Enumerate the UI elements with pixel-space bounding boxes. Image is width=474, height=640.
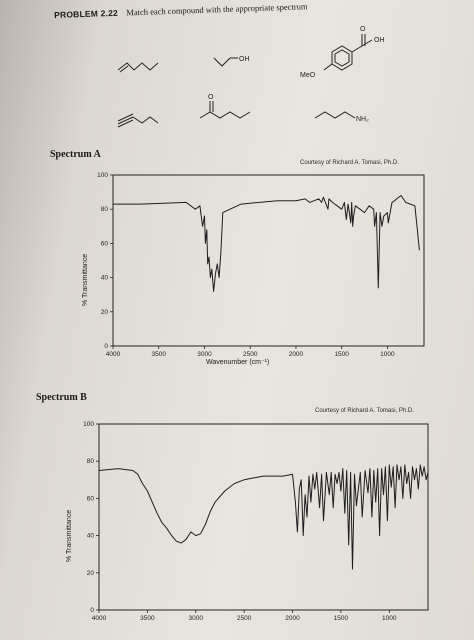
spectrum-a-ytick-label: 20 (101, 309, 109, 316)
amine-nh2-label: NH₂ (356, 116, 369, 123)
spectrum-a-xtick-label: 3000 (197, 351, 212, 358)
isopropanol-oh-label: OH (239, 56, 250, 63)
spectrum-b-frame (98, 423, 429, 611)
spectrum-b-ytick-label: 20 (87, 570, 95, 577)
spectrum-b-xtick-label: 1000 (382, 615, 397, 622)
compound-methoxybenzoic-acid (323, 34, 373, 71)
spectrum-b-courtesy: Courtesy of Richard A. Tomasi, Ph.D. (315, 408, 414, 414)
spectrum-a-frame (112, 174, 425, 347)
compound-isopropanol (213, 57, 238, 67)
spectrum-a-xtick-label: 2500 (243, 351, 258, 358)
spectrum-a-ytick-label: 100 (97, 172, 108, 179)
spectrum-a-series-line (113, 195, 420, 292)
compound-propargyl-ethyl-ether (117, 113, 159, 128)
spectrum-a-ytick-label: 60 (101, 240, 109, 247)
compound-allyl-ethyl-ether (117, 62, 159, 73)
spectrum-b-xtick-label: 2500 (237, 615, 252, 622)
spectrum-a-ytick-label: 0 (104, 343, 108, 350)
spectrum-a-ytick-label: 40 (101, 275, 109, 282)
spectrum-b-ytick-label: 100 (83, 421, 94, 428)
carbonyl-o-label: O (360, 26, 366, 33)
compound-hexan-2-one (199, 101, 251, 119)
spectrum-b-series-line (98, 464, 429, 570)
spectrum-b-ytick-label: 40 (87, 533, 95, 540)
meo-label: MeO (300, 72, 316, 79)
spectrum-b-xtick-label: 3500 (140, 615, 155, 622)
spectrum-b-ytick-label: 60 (87, 495, 95, 502)
spectrum-a-courtesy: Courtesy of Richard A. Tomasi, Ph.D. (300, 160, 399, 166)
ketone-o-label: O (208, 94, 214, 101)
spectrum-a-xtick-label: 2000 (289, 351, 304, 358)
spectrum-b-ytick-label: 0 (90, 607, 94, 614)
spectrum-b-ytick-label: 80 (87, 458, 95, 465)
spectrum-a-ytick-label: 80 (101, 206, 109, 213)
spectrum-b-xtick-label: 4000 (92, 615, 107, 622)
spectrum-b-xtick-label: 2000 (285, 615, 300, 622)
spectrum-a-xlabel: Wavenumber (cm⁻¹) (206, 359, 270, 366)
spectrum-b-label: Spectrum B (36, 392, 87, 403)
spectrum-a-xtick-label: 1500 (334, 351, 349, 358)
spectrum-b-xtick-label: 3000 (189, 615, 204, 622)
compound-structures: OH O OH MeO O NH₂ (117, 26, 385, 128)
compound-butylamine (314, 111, 356, 119)
spectrum-b-xtick-label: 1500 (334, 615, 349, 622)
spectrum-a-label: Spectrum A (50, 149, 101, 160)
acid-oh-label: OH (374, 37, 385, 44)
spectrum-a-xtick-label: 3500 (152, 351, 167, 358)
spectrum-a-xtick-label: 4000 (106, 351, 121, 358)
spectrum-a-xtick-label: 1000 (380, 351, 395, 358)
